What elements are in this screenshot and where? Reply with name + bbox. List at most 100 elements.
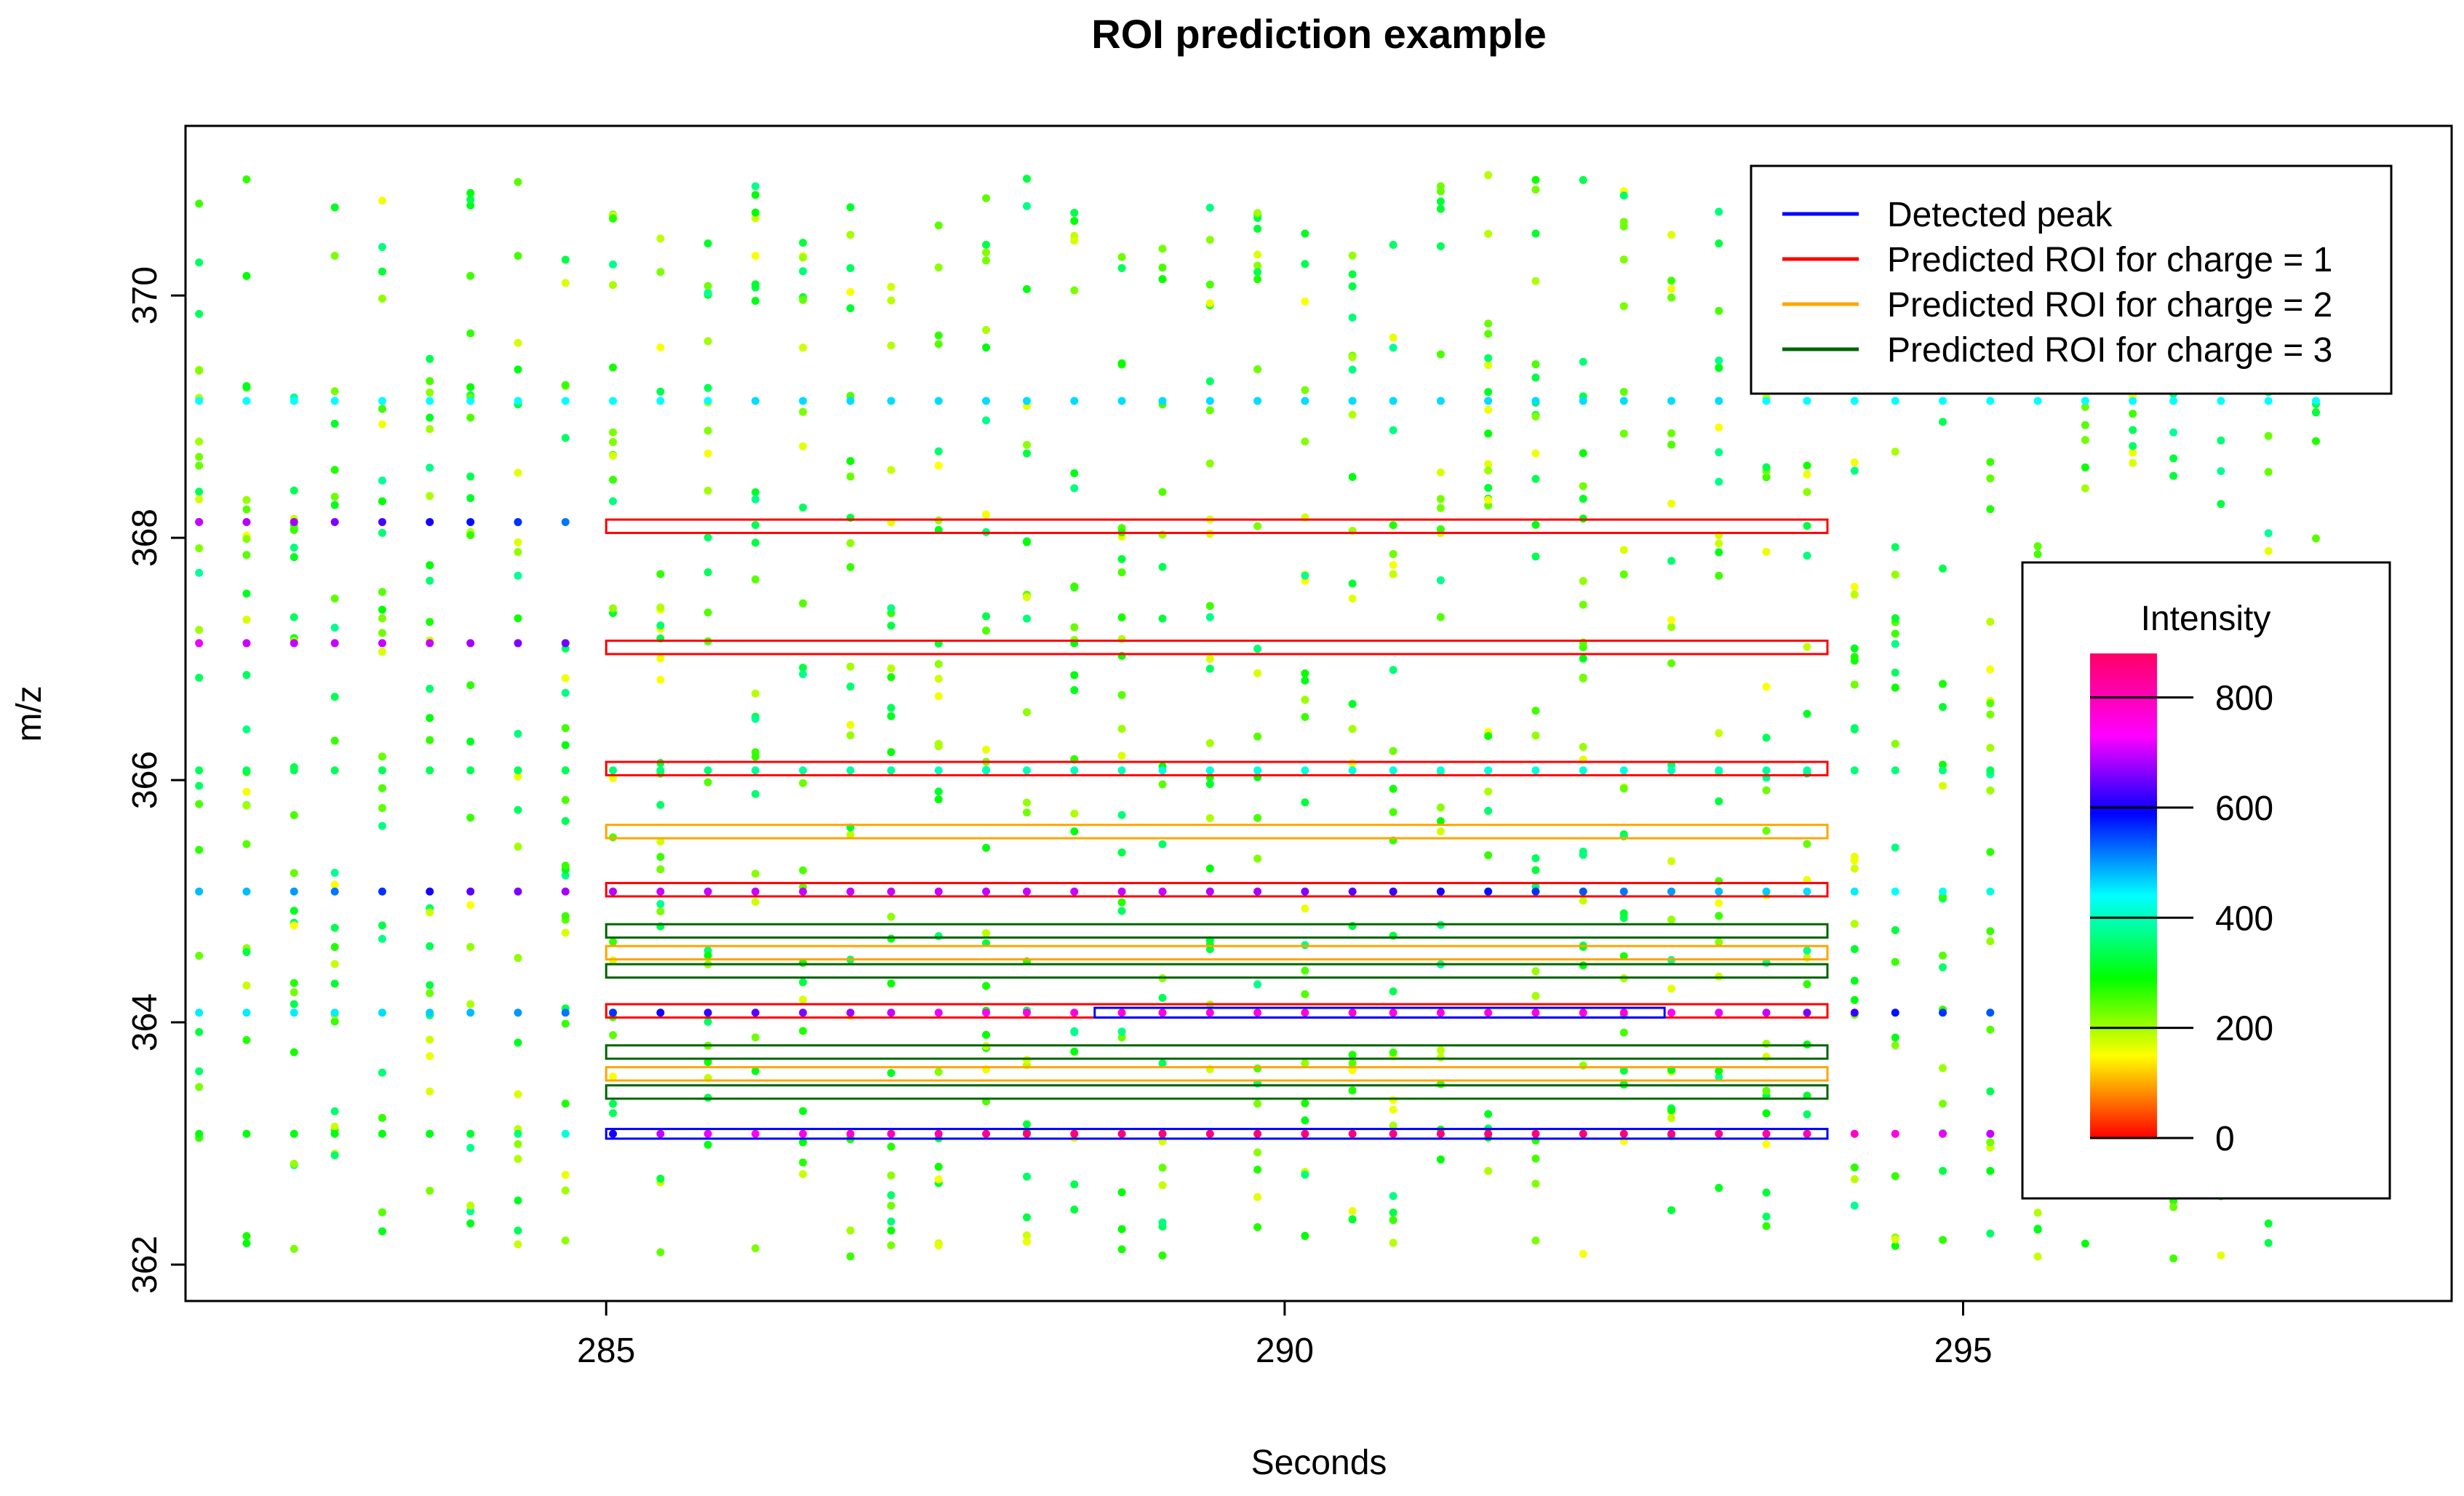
data-point <box>1891 447 1899 456</box>
data-point <box>1436 803 1445 812</box>
data-point <box>1619 429 1628 438</box>
data-point <box>1850 644 1859 653</box>
data-point <box>1389 1096 1398 1105</box>
data-point <box>887 1217 896 1226</box>
data-point <box>703 1058 712 1067</box>
peak-point <box>1484 887 1493 896</box>
data-point <box>1891 1041 1899 1050</box>
data-point <box>1070 217 1079 226</box>
data-point <box>466 494 475 503</box>
y-tick-label: 368 <box>126 509 164 567</box>
data-point <box>609 363 618 372</box>
data-point <box>1205 236 1214 244</box>
data-point <box>426 377 434 386</box>
data-point <box>1762 1109 1771 1118</box>
data-point <box>1205 739 1214 747</box>
peak-point <box>799 766 808 775</box>
peak-point <box>330 766 339 775</box>
data-point <box>1348 1051 1357 1059</box>
data-point <box>1301 1116 1309 1125</box>
data-point <box>1715 363 1723 372</box>
data-point <box>1117 1225 1126 1233</box>
data-point <box>195 461 204 470</box>
data-point <box>751 870 759 878</box>
data-point <box>1436 525 1445 533</box>
data-point <box>1939 760 1947 769</box>
data-point <box>1253 250 1262 259</box>
data-point <box>426 425 434 434</box>
data-point <box>887 296 896 305</box>
data-point <box>1022 1238 1031 1246</box>
data-point <box>2264 1238 2273 1247</box>
data-point <box>2033 1252 2042 1261</box>
data-point <box>426 1186 434 1195</box>
data-point <box>1389 1105 1398 1114</box>
legend-box <box>1750 164 2393 395</box>
data-point <box>1986 937 1995 946</box>
data-point <box>846 472 855 481</box>
data-point <box>1205 780 1214 789</box>
data-point <box>609 260 618 268</box>
data-point <box>799 503 808 512</box>
data-point <box>751 898 759 907</box>
data-point <box>514 571 522 580</box>
peak-point <box>1579 887 1587 896</box>
peak-point <box>378 1008 386 1017</box>
data-point <box>242 589 251 598</box>
peak-point <box>378 766 386 775</box>
data-point <box>982 1030 991 1039</box>
data-point <box>1484 806 1493 815</box>
data-point <box>1484 429 1493 438</box>
data-point <box>1484 484 1493 493</box>
data-point <box>1986 474 1995 482</box>
data-point <box>1158 263 1167 272</box>
data-point <box>1117 811 1126 819</box>
peak-point <box>2081 397 2089 405</box>
data-point <box>799 295 808 304</box>
data-point <box>466 901 475 910</box>
data-point <box>1891 739 1899 748</box>
predicted-roi-charge-3 <box>605 1084 1829 1100</box>
data-point <box>514 1226 522 1235</box>
peak-point <box>1158 397 1167 405</box>
data-point <box>1389 1238 1398 1247</box>
data-point <box>1579 482 1587 490</box>
data-point <box>751 521 759 530</box>
data-point <box>609 214 618 223</box>
data-point <box>982 256 991 265</box>
data-point <box>1986 1166 1995 1175</box>
data-point <box>1762 827 1771 835</box>
data-point <box>1117 752 1126 760</box>
data-point <box>703 568 712 577</box>
data-point <box>1619 570 1628 578</box>
data-point <box>466 813 475 822</box>
detected-peak-box <box>1093 1006 1666 1019</box>
data-point <box>982 510 991 519</box>
peak-point <box>1348 766 1357 775</box>
data-point <box>1348 282 1357 291</box>
data-point <box>1891 640 1899 648</box>
data-point <box>1253 1222 1262 1231</box>
data-point <box>1070 671 1079 680</box>
data-point <box>1436 827 1445 836</box>
peak-point <box>656 766 665 775</box>
data-point <box>1531 1179 1540 1188</box>
data-point <box>242 948 251 957</box>
data-point <box>1762 1188 1771 1197</box>
peak-point <box>1158 887 1167 896</box>
peak-point <box>751 1008 759 1017</box>
data-point <box>1436 816 1445 825</box>
data-point <box>1619 191 1628 200</box>
data-point <box>1389 333 1398 342</box>
data-point <box>1531 1236 1540 1245</box>
data-point <box>1348 1066 1357 1075</box>
data-point <box>887 466 896 474</box>
data-point <box>1891 1235 1899 1244</box>
data-point <box>1389 666 1398 675</box>
data-point <box>703 778 712 787</box>
peak-point <box>1301 766 1309 775</box>
data-point <box>1986 848 1995 856</box>
y-axis-label: m/z <box>10 685 49 741</box>
peak-point <box>1158 1129 1167 1138</box>
peak-point <box>195 1129 204 1138</box>
